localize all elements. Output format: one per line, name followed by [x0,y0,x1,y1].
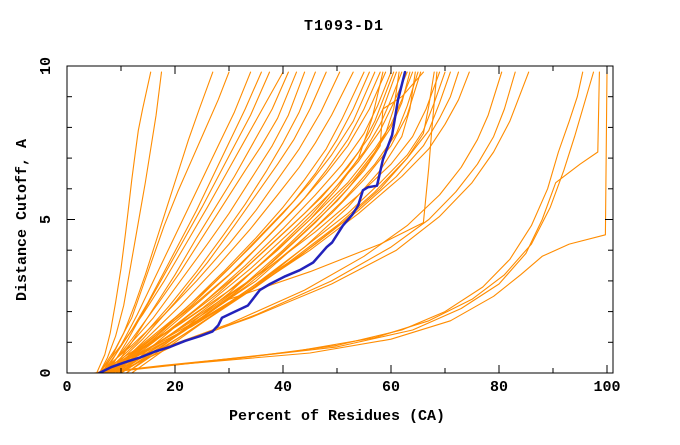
highlighted-model-curve [98,70,407,373]
model-curve [98,71,376,373]
model-curve [101,71,600,373]
model-curve [93,71,608,373]
model-curve [104,71,408,373]
x-tick-label: 80 [490,379,508,396]
model-curve [101,71,395,373]
model-curve [104,71,503,373]
model-curve [120,71,460,373]
model-curve [104,71,316,373]
model-curve [112,71,397,373]
model-curve [109,71,354,373]
model-curve [98,71,163,373]
model-curve [112,71,470,373]
x-tick-label: 0 [62,379,71,396]
model-curve [98,71,419,373]
x-tick-label: 20 [166,379,184,396]
model-curve [98,71,284,373]
model-curve [117,71,400,373]
y-axis-label: Distance Cutoff, A [14,139,31,301]
model-curve [115,71,403,373]
model-curve [106,71,424,373]
chart-title: T1093-D1 [304,18,384,35]
model-curve [101,71,306,373]
model-curve [98,71,341,373]
x-axis-label: Percent of Residues (CA) [229,408,445,425]
y-tick-label: 10 [38,57,55,75]
x-tick-label: 60 [382,379,400,396]
x-tick-label: 100 [593,379,620,396]
y-tick-label: 5 [38,215,55,224]
model-curve [115,71,438,373]
x-tick-label: 40 [274,379,292,396]
model-curve [109,71,441,373]
y-tick-label: 0 [38,368,55,377]
model-curve [106,71,327,373]
model-curve [131,71,446,373]
model-curve [106,71,271,373]
model-curve [109,71,289,373]
model-curve [104,71,298,373]
tick-labels-group: 0 20 40 60 80 100 0 5 10 [38,57,621,396]
model-curve [104,71,365,373]
model-curve [104,71,252,373]
model-curve [96,71,152,373]
model-curve [98,71,230,373]
axes-group [66,65,614,374]
model-curve [104,71,387,373]
model-curve [96,71,416,373]
model-curves-group [93,70,608,373]
